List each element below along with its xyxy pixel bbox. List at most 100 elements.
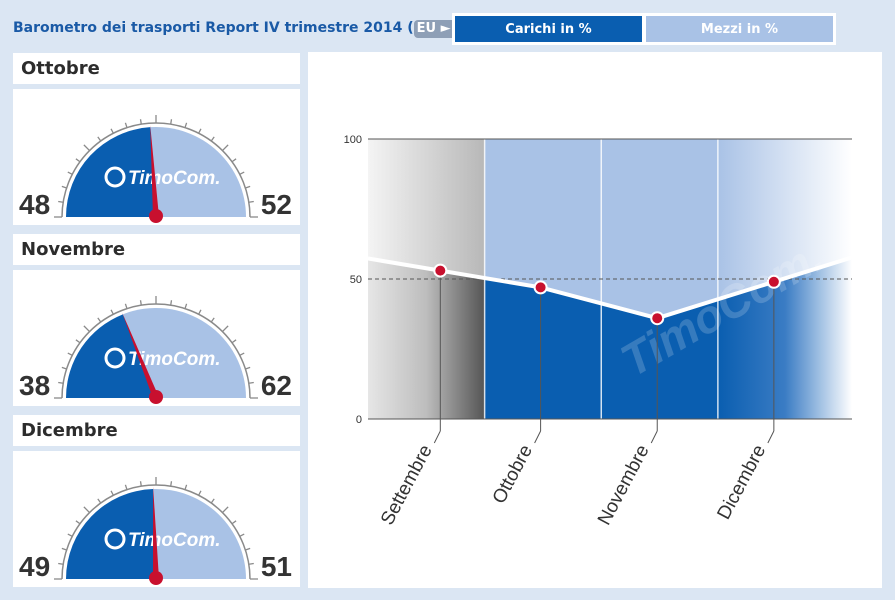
gauge-left-value: 49 bbox=[19, 551, 51, 582]
gauge-novembre: TimoCom. 38 62 bbox=[13, 270, 300, 406]
data-point bbox=[433, 263, 448, 278]
chart-area-upper bbox=[717, 139, 852, 300]
label-leader bbox=[534, 430, 542, 444]
gauge-tick bbox=[110, 490, 114, 496]
gauge-tick bbox=[83, 506, 90, 513]
gauge-right-sector bbox=[150, 127, 246, 217]
gauge-right-value: 52 bbox=[260, 189, 292, 220]
gauge-right-sector bbox=[122, 308, 246, 398]
gauge-tick bbox=[67, 171, 73, 175]
logo-text: TimoCom. bbox=[128, 349, 221, 370]
region-from: EU bbox=[416, 21, 437, 36]
gauge-left-sector bbox=[66, 314, 156, 398]
series-line bbox=[368, 255, 852, 321]
gauge-tick bbox=[245, 366, 251, 370]
gauge-dicembre: TimoCom. 49 51 bbox=[13, 451, 300, 587]
gauge-tick bbox=[239, 171, 245, 175]
gauge-tick bbox=[58, 562, 64, 565]
x-category-label: Ottobre bbox=[489, 441, 537, 507]
month-label-dicembre: Dicembre bbox=[13, 415, 300, 446]
gauge-tick bbox=[248, 200, 254, 203]
gauge-right-sector bbox=[153, 489, 246, 579]
gauge-tick bbox=[222, 144, 229, 151]
gauge-tick bbox=[97, 317, 102, 323]
gauge-left-sector bbox=[66, 127, 156, 217]
gauge-needle-hub bbox=[149, 209, 163, 223]
timocom-logo: TimoCom. bbox=[104, 347, 221, 370]
gauge-tick bbox=[239, 352, 245, 356]
gauge-tick bbox=[245, 185, 251, 189]
y-tick-label: 50 bbox=[350, 274, 362, 286]
chart-area-upper bbox=[484, 139, 602, 304]
gauge-tick bbox=[75, 158, 81, 163]
gauge-tick bbox=[139, 481, 142, 487]
tab-carichi[interactable]: Carichi in % bbox=[455, 16, 642, 42]
gauge-needle bbox=[153, 487, 159, 580]
tab-mezzi[interactable]: Mezzi in % bbox=[646, 16, 833, 42]
gauge-tick bbox=[139, 119, 142, 125]
gauge-tick bbox=[248, 381, 254, 384]
gauge-right-value: 62 bbox=[260, 370, 292, 401]
gauge-tick bbox=[231, 158, 237, 163]
page-title: Barometro dei trasporti Report IV trimes… bbox=[13, 20, 484, 38]
gauge-tick bbox=[67, 533, 73, 537]
gauge-tick bbox=[139, 300, 142, 306]
gauge-left-value: 38 bbox=[19, 370, 51, 401]
x-category-label: Dicembre bbox=[714, 441, 771, 523]
region-paren-open: ( bbox=[407, 20, 414, 36]
gauge-dial: TimoCom. bbox=[54, 296, 258, 404]
gauge-tick bbox=[210, 136, 215, 142]
gauge-left-value: 48 bbox=[19, 189, 51, 220]
header-bar: Barometro dei trasporti Report IV trimes… bbox=[0, 0, 895, 52]
gauge-tick bbox=[170, 119, 173, 125]
gauge-tick bbox=[61, 185, 67, 189]
tab-switcher: Carichi in % Mezzi in % bbox=[452, 13, 836, 45]
gauge-tick bbox=[231, 520, 237, 525]
gauge-tick bbox=[67, 352, 73, 356]
timocom-logo: TimoCom. bbox=[104, 166, 221, 189]
gauge-tick bbox=[184, 303, 188, 309]
chart-area-lower bbox=[717, 257, 852, 419]
gauge-needle bbox=[150, 125, 159, 218]
gauge-needle-hub bbox=[149, 390, 163, 404]
gauge-tick bbox=[184, 122, 188, 128]
gauge-tick bbox=[198, 490, 202, 496]
gauge-tick bbox=[75, 339, 81, 344]
gauge-tick bbox=[124, 484, 128, 490]
gauge-tick bbox=[248, 562, 254, 565]
title-text: Barometro dei trasporti Report IV trimes… bbox=[13, 20, 403, 36]
gauge-tick bbox=[110, 128, 114, 134]
gauge-tick bbox=[97, 498, 102, 504]
gauge-right-value: 51 bbox=[260, 551, 292, 582]
label-leader bbox=[650, 430, 658, 444]
chart-area-lower bbox=[601, 299, 718, 419]
y-tick-label: 100 bbox=[344, 134, 362, 146]
gauge-tick bbox=[75, 520, 81, 525]
gauge-tick bbox=[170, 481, 173, 487]
gauge-tick bbox=[239, 533, 245, 537]
gauge-dial: TimoCom. bbox=[54, 477, 258, 585]
gauge-tick bbox=[198, 309, 202, 315]
gauge-tick bbox=[110, 309, 114, 315]
chart-area-upper bbox=[601, 139, 718, 319]
gauge-scale-arc bbox=[61, 122, 251, 218]
gauge-tick bbox=[124, 303, 128, 309]
gauge-tick bbox=[245, 547, 251, 551]
month-label-novembre: Novembre bbox=[13, 234, 300, 265]
gauge-left-sector bbox=[66, 489, 156, 579]
month-label-ottobre: Ottobre bbox=[13, 53, 300, 84]
gauge-tick bbox=[231, 339, 237, 344]
gauge-needle-hub bbox=[149, 571, 163, 585]
arrow-right-icon: ► bbox=[440, 21, 451, 36]
gauge-ottobre: TimoCom. 48 52 bbox=[13, 89, 300, 225]
gauge-tick bbox=[83, 144, 90, 151]
gauge-tick bbox=[170, 300, 173, 306]
data-point bbox=[766, 274, 781, 289]
logo-text: TimoCom. bbox=[128, 530, 221, 551]
gauge-tick bbox=[222, 325, 229, 332]
gauge-tick bbox=[58, 200, 64, 203]
x-category-label: Settembre bbox=[377, 441, 437, 528]
data-point bbox=[533, 280, 548, 295]
x-category-label: Novembre bbox=[594, 441, 654, 528]
